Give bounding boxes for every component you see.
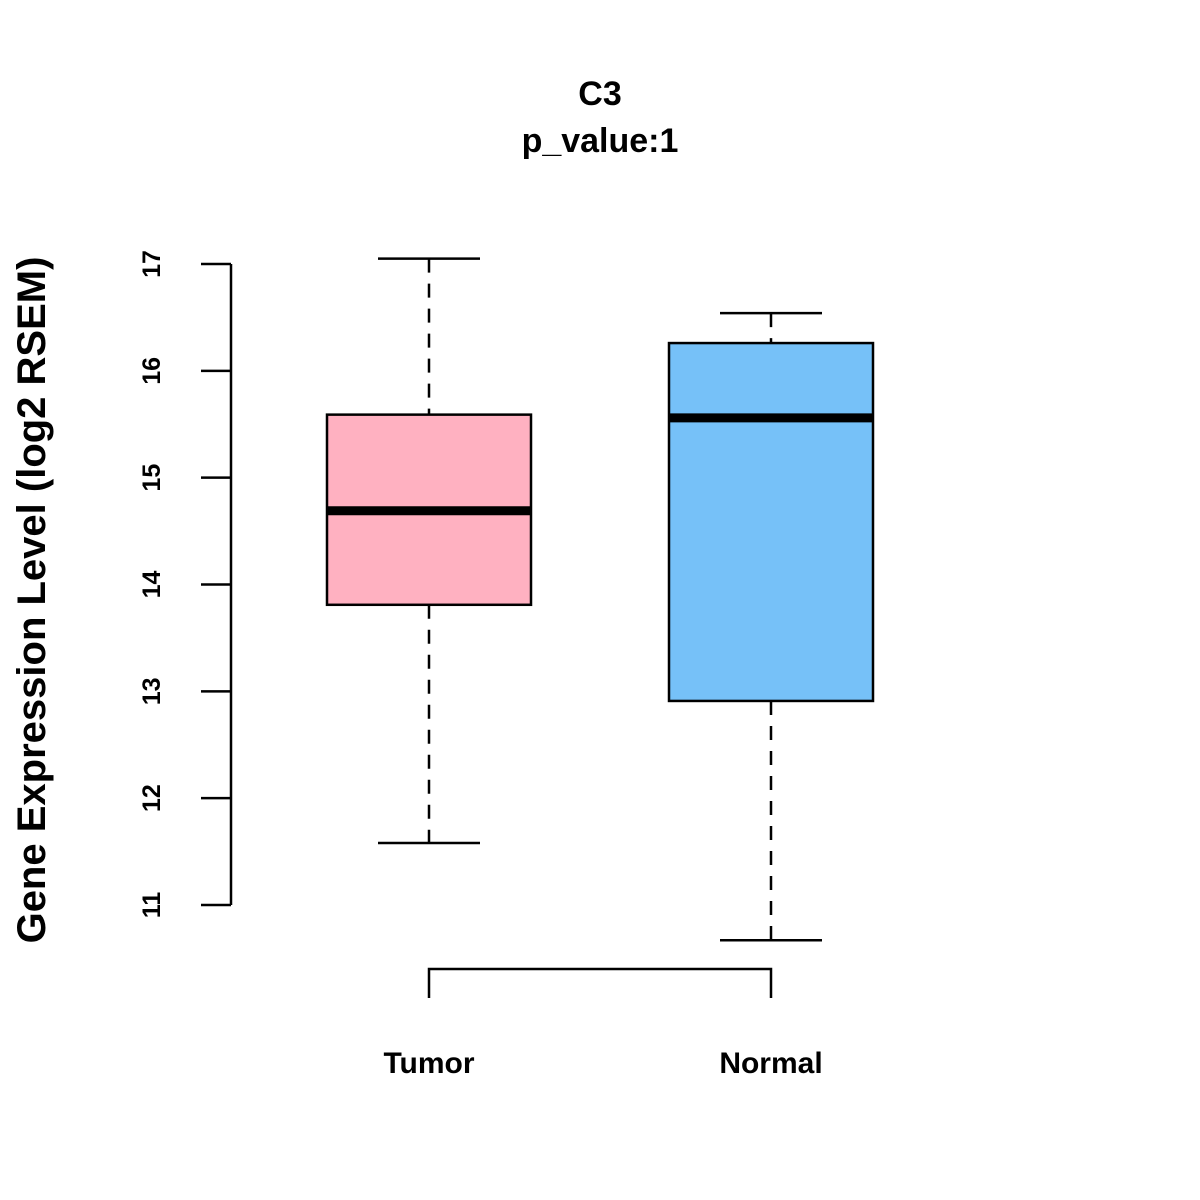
box-group-tumor (325, 257, 533, 845)
y-tick-label: 12 (138, 784, 166, 812)
y-tick-label: 16 (138, 357, 166, 385)
y-axis-label: Gene Expression Level (log2 RSEM) (10, 257, 54, 944)
bracket-line (427, 967, 773, 998)
y-tick-label: 15 (138, 464, 166, 492)
x-category-label-tumor: Tumor (383, 1047, 474, 1080)
x-category-label-normal: Normal (719, 1047, 822, 1080)
y-axis: 11 12 13 14 15 16 17 (138, 250, 233, 919)
iqr-box (667, 341, 875, 703)
chart-subtitle: p_value:1 (522, 122, 679, 160)
y-tick-label: 11 (138, 892, 166, 919)
box-groups (325, 257, 875, 942)
comparison-bracket (427, 967, 773, 998)
chart-title: C3 (578, 75, 621, 113)
y-tick-label: 17 (138, 250, 166, 278)
y-tick-label: 14 (138, 571, 166, 599)
x-axis-labels: Tumor Normal (383, 1047, 822, 1080)
y-tick-label: 13 (138, 677, 166, 705)
box-group-normal (667, 311, 875, 942)
